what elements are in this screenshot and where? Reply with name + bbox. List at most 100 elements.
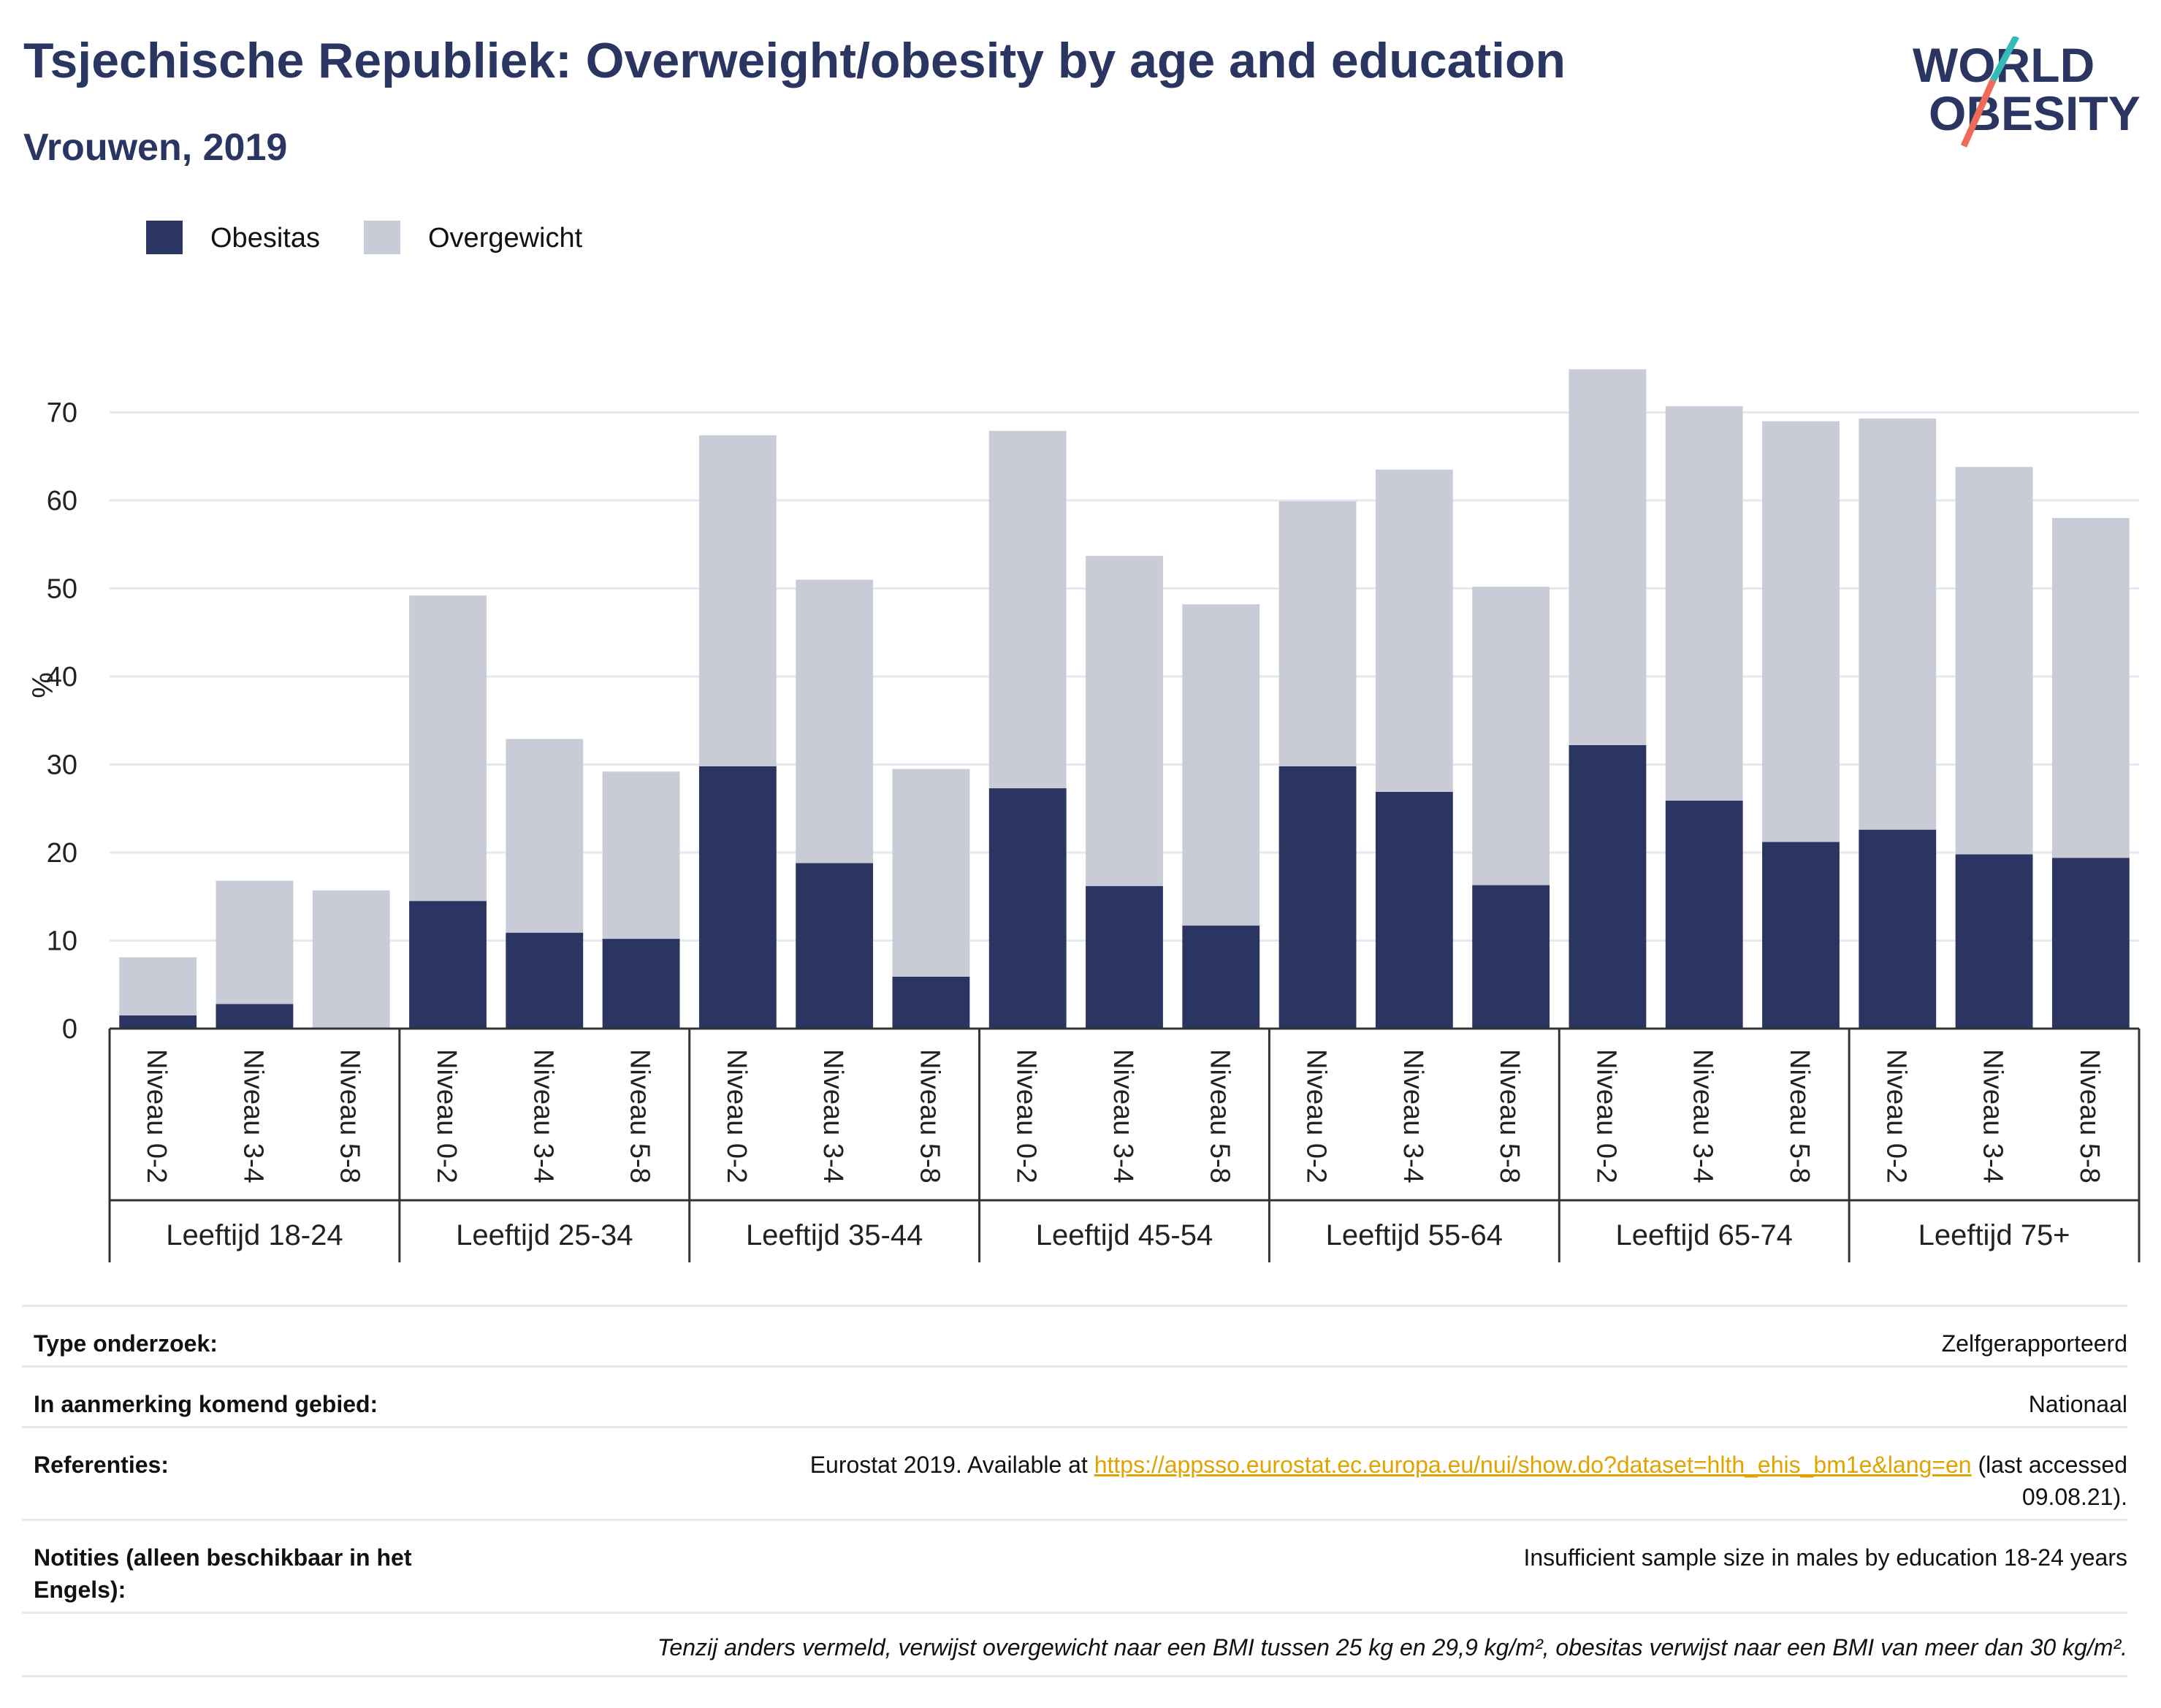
page-title: Tsjechische Republiek: Overweight/obesit… [23,33,1566,88]
bar-overgewicht [1278,501,1357,766]
bar-overgewicht [312,890,390,1029]
meta-value: Insufficient sample size in males by edu… [1523,1544,2127,1571]
bar-overgewicht [1472,587,1550,885]
bar-obesitas [1665,800,1743,1029]
x-subcategory-label: Niveau 0-2 [1590,1049,1621,1183]
meta-value: Zelfgerapporteerd [1941,1330,2127,1357]
bar-obesitas [1569,744,1647,1029]
bar-obesitas [1859,829,1937,1029]
bar-overgewicht [1859,418,1937,830]
bar-obesitas [1762,842,1840,1029]
reference-text: Eurostat 2019. Available at [809,1452,1094,1478]
x-subcategory-label: Niveau 5-8 [335,1049,365,1183]
bar-obesitas [1955,854,2033,1029]
x-subcategory-label: Niveau 3-4 [1688,1049,1718,1183]
meta-key: Notities (alleen beschikbaar in het Enge… [34,1544,412,1603]
legend-label-overgewicht: Overgewicht [428,223,583,253]
bar-obesitas [892,976,970,1029]
bar-obesitas [409,901,487,1029]
x-group-label: Leeftijd 75+ [1918,1219,2070,1251]
y-tick-label: 30 [47,750,77,781]
world-obesity-logo: WORLD OBESITY [1913,37,2141,148]
logo-slash-teal [1990,37,2019,83]
x-subcategory-label: Niveau 5-8 [1784,1049,1815,1183]
y-tick-label: 40 [47,662,77,693]
x-group-label: Leeftijd 18-24 [166,1219,343,1251]
y-axis-label: % [27,672,59,698]
x-subcategory-label: Niveau 3-4 [527,1049,558,1183]
logo-line-2: OBESITY [1929,86,2141,140]
bar-obesitas [1086,885,1163,1029]
y-tick-label: 50 [47,574,77,605]
meta-value: Eurostat 2019. Available at https://apps… [810,1449,2127,1513]
bar-overgewicht [602,771,680,939]
x-subcategory-label: Niveau 3-4 [1978,1049,2008,1183]
x-group-label: Leeftijd 45-54 [1036,1219,1213,1251]
bar-overgewicht [698,435,777,766]
meta-row-survey-type: Type onderzoek: Zelfgerapporteerd [22,1305,2127,1365]
x-group-label: Leeftijd 55-64 [1326,1219,1503,1251]
x-subcategory-label: Niveau 3-4 [1108,1049,1138,1183]
bar-overgewicht [119,957,197,1015]
y-tick-label: 70 [47,398,77,429]
logo-slash-coral [1960,79,1997,148]
bar-overgewicht [1665,406,1743,801]
bar-overgewicht [988,430,1067,789]
bar-overgewicht [1569,369,1647,745]
reference-text-after: (last accessed [1971,1452,2127,1478]
y-tick-label: 60 [47,486,77,516]
bar-overgewicht [892,769,970,977]
bar-overgewicht [409,595,487,901]
reference-text-line2: 09.08.21). [2021,1484,2127,1510]
bar-obesitas [796,863,874,1029]
x-subcategory-label: Niveau 0-2 [431,1049,462,1183]
x-subcategory-label: Niveau 3-4 [1398,1049,1428,1183]
meta-key: Type onderzoek: [34,1330,218,1357]
bar-overgewicht [796,579,874,863]
bar-obesitas [698,766,777,1029]
x-group-label: Leeftijd 65-74 [1616,1219,1793,1251]
bar-obesitas [216,1004,294,1029]
meta-row-area: In aanmerking komend gebied: Nationaal [22,1365,2127,1426]
bar-obesitas [119,1015,197,1029]
x-subcategory-label: Niveau 0-2 [721,1049,752,1183]
footnote: Tenzij anders vermeld, verwijst overgewi… [657,1634,2127,1661]
bar-overgewicht [1375,469,1453,792]
meta-key: Referenties: [34,1452,169,1478]
bar-overgewicht [1182,604,1260,926]
x-subcategory-label: Niveau 5-8 [625,1049,655,1183]
bar-obesitas [602,939,680,1029]
legend-swatch-overgewicht [364,221,400,254]
x-subcategory-label: Niveau 3-4 [817,1049,848,1183]
page-subtitle: Vrouwen, 2019 [23,126,288,169]
stacked-bar-chart: Obesitas Overgewicht 0 10 20 30 40 50 60 70% Nivea… [27,221,2141,1262]
bar-overgewicht [1762,421,1840,842]
legend-swatch-obesitas [146,221,183,254]
bar-obesitas [1182,926,1260,1029]
x-subcategory-label: Niveau 0-2 [1880,1049,1911,1183]
y-tick-label: 10 [47,926,77,957]
legend-label-obesitas: Obesitas [210,223,320,253]
bar-overgewicht [2051,518,2130,858]
meta-row-notes: Notities (alleen beschikbaar in het Enge… [22,1519,2127,1612]
bar-obesitas [1375,791,1453,1029]
y-tick-label: 0 [62,1014,77,1045]
metadata-table: Type onderzoek: Zelfgerapporteerd In aan… [22,1305,2127,1677]
bar-overgewicht [1955,467,2033,855]
x-subcategory-label: Niveau 3-4 [237,1049,268,1183]
bar-obesitas [1278,766,1357,1029]
meta-row-references: Referenties: Eurostat 2019. Available at… [22,1426,2127,1519]
x-subcategory-label: Niveau 5-8 [1204,1049,1235,1183]
reference-link[interactable]: https://appsso.eurostat.ec.europa.eu/nui… [1094,1452,1972,1478]
x-subcategory-label: Niveau 5-8 [914,1049,945,1183]
bar-obesitas [2051,858,2130,1029]
x-subcategory-label: Niveau 5-8 [2074,1049,2105,1183]
y-tick-label: 20 [47,838,77,869]
bar-overgewicht [1086,555,1163,886]
x-group-label: Leeftijd 25-34 [456,1219,633,1251]
bar-obesitas [988,788,1067,1029]
x-subcategory-label: Niveau 0-2 [1011,1049,1042,1183]
x-subcategory-label: Niveau 0-2 [1301,1049,1332,1183]
x-group-label: Leeftijd 35-44 [746,1219,923,1251]
meta-value: Nationaal [2028,1391,2127,1417]
